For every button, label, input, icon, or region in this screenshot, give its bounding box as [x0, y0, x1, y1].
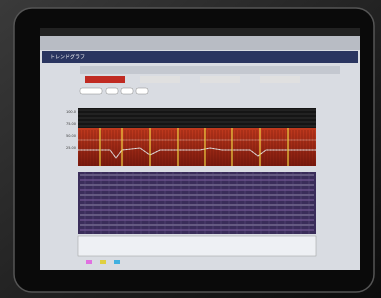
axis-label: 75.00 — [66, 122, 76, 126]
series-field[interactable] — [85, 76, 125, 83]
axis-label: 50.00 — [66, 134, 76, 138]
axis-label: 25.00 — [66, 146, 76, 150]
legend-swatch — [114, 260, 120, 264]
status-bar — [40, 28, 360, 36]
photo: トレンドグラフ 100.0 75.00 50.00 25.00 — [0, 0, 381, 298]
series-field[interactable] — [140, 76, 180, 83]
axis-label: 100.0 — [66, 110, 76, 114]
app-header — [42, 51, 358, 63]
button[interactable] — [136, 88, 148, 94]
legend-table — [78, 236, 316, 256]
page-title: トレンドグラフ — [50, 54, 85, 61]
page: トレンドグラフ 100.075.0050.0025.00 (() => { co… — [0, 0, 381, 298]
button[interactable] — [121, 88, 133, 94]
legend-swatch — [100, 260, 106, 264]
button[interactable] — [80, 88, 102, 94]
button[interactable] — [106, 88, 118, 94]
legend-swatch — [86, 260, 92, 264]
control-row[interactable] — [80, 66, 340, 74]
series-field[interactable] — [200, 76, 240, 83]
series-field[interactable] — [260, 76, 300, 83]
browser-bar — [40, 36, 360, 50]
